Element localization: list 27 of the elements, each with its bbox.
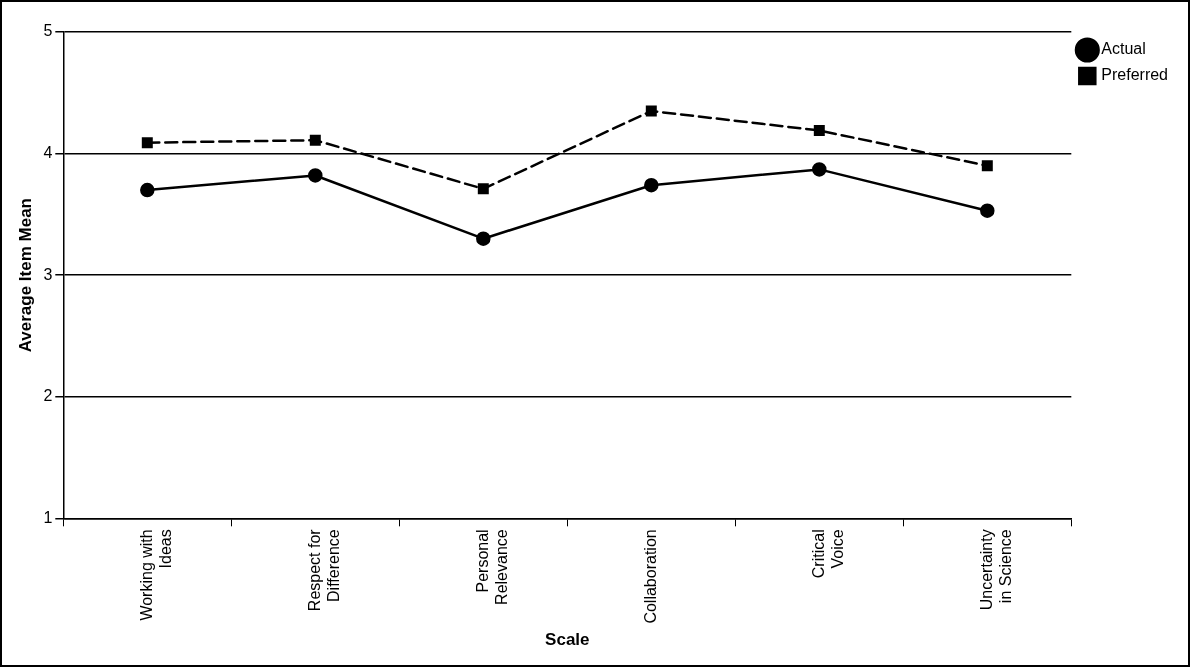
point [813, 124, 825, 136]
x-axis-title: Scale [545, 630, 590, 650]
y-tick-label: 1 [43, 508, 53, 526]
point [980, 203, 995, 218]
y-tick-label: 4 [43, 143, 53, 161]
y-tick-label: 5 [43, 22, 53, 40]
legend-label: Preferred [1101, 66, 1169, 84]
legend-label: Actual [1101, 40, 1146, 58]
point [645, 105, 657, 117]
point [812, 162, 827, 177]
point [981, 160, 993, 172]
y-axis-title: Average Item Mean [15, 198, 35, 353]
y-tick-label: 3 [43, 265, 53, 283]
point [644, 177, 659, 193]
x-tick-label: Uncertainty in Science [977, 529, 1014, 611]
point [140, 182, 155, 198]
x-tick-label: Collaboration [641, 529, 659, 624]
y-tick-label: 2 [43, 387, 53, 405]
x-tick-label: Respect for Difference [305, 528, 342, 612]
point [309, 134, 321, 146]
point [476, 231, 491, 246]
x-tick-label: Working with Ideas [137, 529, 174, 621]
point [477, 183, 489, 195]
x-tick-label: Critical Voice [809, 529, 846, 579]
point [308, 168, 323, 183]
point [141, 137, 153, 149]
x-tick-label: Personal Relevance [473, 529, 510, 605]
